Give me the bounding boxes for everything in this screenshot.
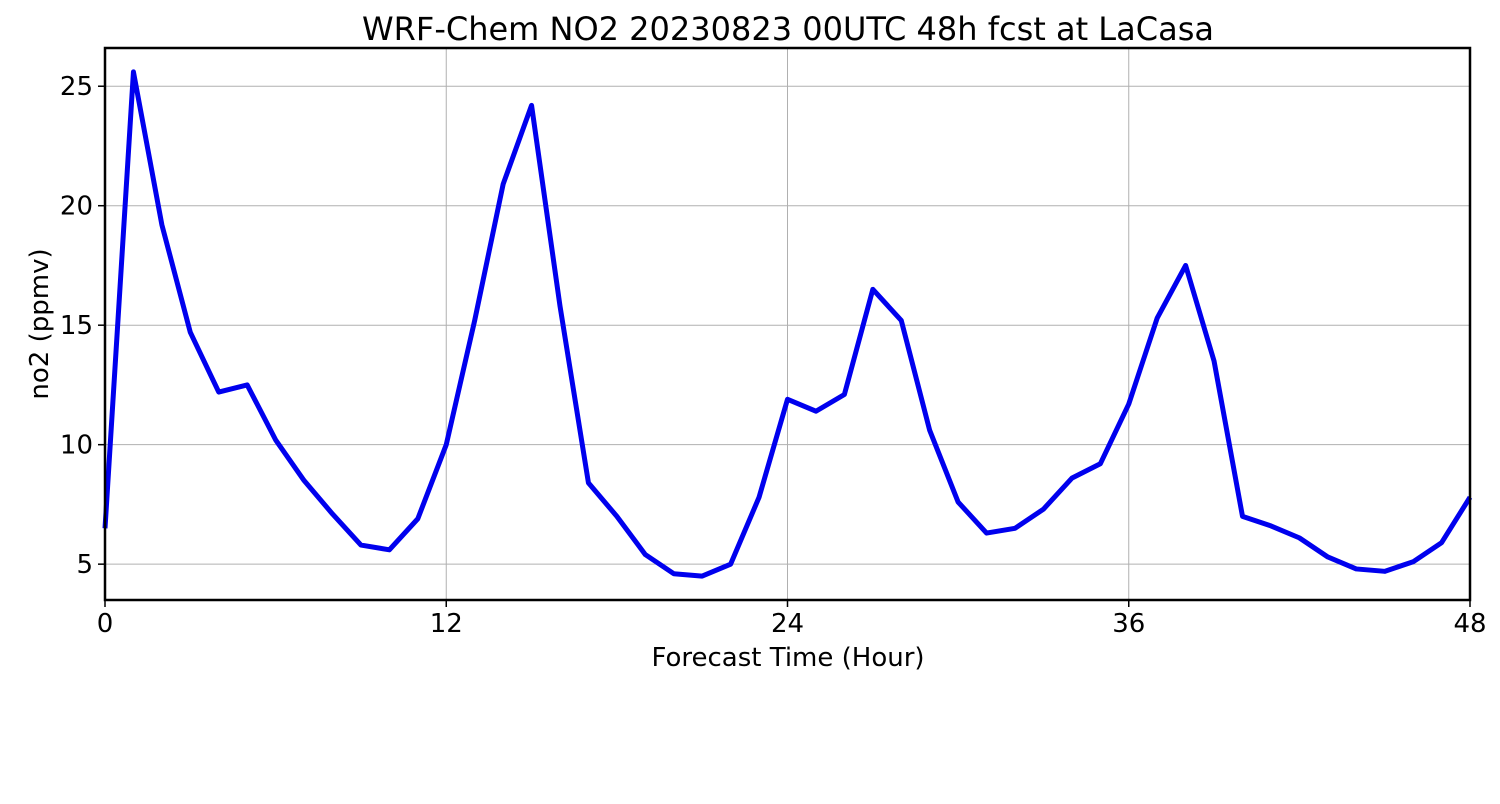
y-axis-label: no2 (ppmv) [25, 248, 55, 399]
y-tick-label: 20 [60, 192, 93, 222]
x-tick-label: 24 [771, 609, 804, 639]
x-tick-label: 0 [97, 609, 114, 639]
x-tick-label: 12 [430, 609, 463, 639]
x-tick-label: 36 [1112, 609, 1145, 639]
chart-title: WRF-Chem NO2 20230823 00UTC 48h fcst at … [362, 10, 1214, 48]
series-line [102, 69, 1473, 579]
y-tick-label: 5 [76, 550, 93, 580]
x-axis-label: Forecast Time (Hour) [651, 643, 924, 673]
series-layer [102, 69, 1473, 579]
tick-layer: 0 12 24 36 48 5 10 15 20 25 [60, 72, 1487, 639]
grid-lines [104, 48, 1471, 600]
x-tick-label: 48 [1453, 609, 1486, 639]
y-tick-label: 15 [60, 311, 93, 341]
y-tick-label: 25 [60, 72, 93, 102]
y-tick-label: 10 [60, 431, 93, 461]
